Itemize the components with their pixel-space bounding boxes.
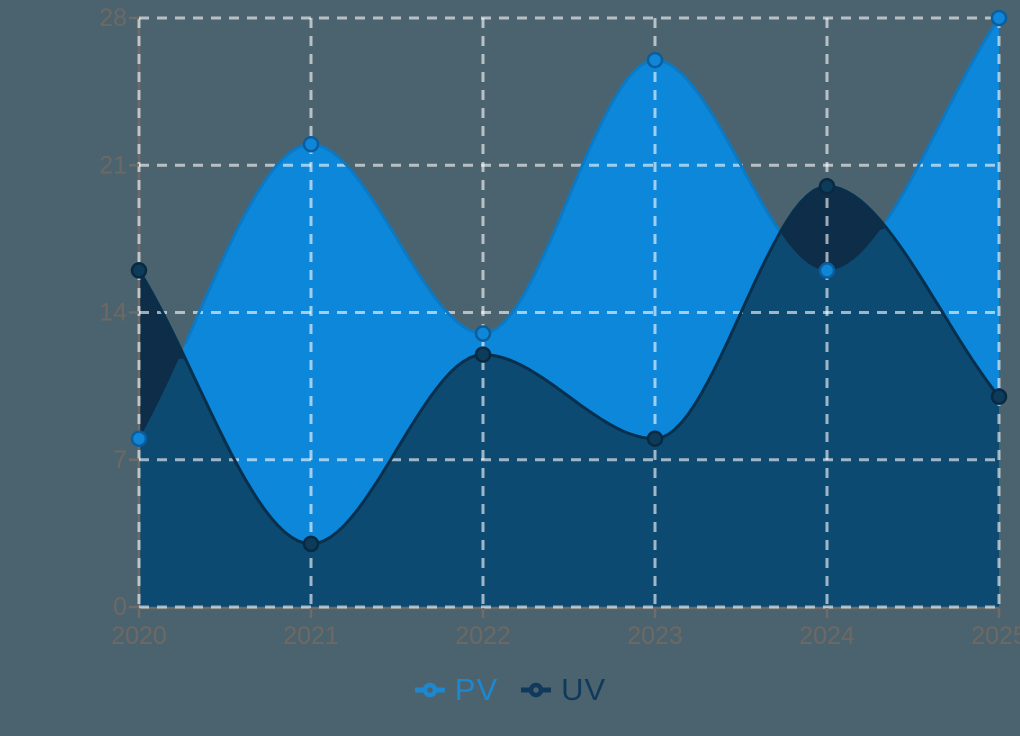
uv-line-dot-icon xyxy=(521,682,552,698)
legend-item-uv[interactable]: UV xyxy=(520,672,606,708)
plot-area[interactable] xyxy=(139,18,999,607)
uv-dot-2021[interactable] xyxy=(302,535,320,553)
x-tick-label-2020: 2020 xyxy=(111,622,167,650)
y-tick-label-21: 21 xyxy=(99,151,127,179)
y-tick-label-28: 28 xyxy=(99,4,127,32)
pv-dot-2022[interactable] xyxy=(474,325,492,342)
y-tick-label-7: 7 xyxy=(113,446,127,474)
pv-line-dot-icon xyxy=(414,682,445,698)
uv-dot-2024[interactable] xyxy=(818,178,836,195)
pv-dot-2024[interactable] xyxy=(818,262,836,279)
legend-item-pv[interactable]: PV xyxy=(414,672,498,708)
pv-dot-2023[interactable] xyxy=(646,51,664,69)
pv-uv-overlap-area xyxy=(139,228,999,607)
x-tick-label-2024: 2024 xyxy=(799,622,855,650)
uv-dot-2025[interactable] xyxy=(990,388,1008,405)
x-tick-label-2022: 2022 xyxy=(455,622,511,650)
uv-line xyxy=(137,184,1001,546)
y-tick-label-14: 14 xyxy=(99,299,127,327)
uv-dot-2020[interactable] xyxy=(130,262,148,279)
y-tick-label-0: 0 xyxy=(113,593,127,621)
uv-dot-2023[interactable] xyxy=(646,430,664,447)
chart-legend: PV UV xyxy=(0,672,1020,708)
legend-label-uv: UV xyxy=(561,672,607,707)
x-tick-label-2021: 2021 xyxy=(283,622,339,650)
pv-dot-2025[interactable] xyxy=(990,9,1008,27)
uv-dot-2022[interactable] xyxy=(474,346,492,363)
pv-dot-2021[interactable] xyxy=(302,135,320,153)
x-tick-label-2023: 2023 xyxy=(627,622,683,650)
x-tick-label-2025: 2025 xyxy=(971,622,1020,650)
pv-dot-2020[interactable] xyxy=(130,430,148,447)
legend-label-pv: PV xyxy=(454,672,499,707)
